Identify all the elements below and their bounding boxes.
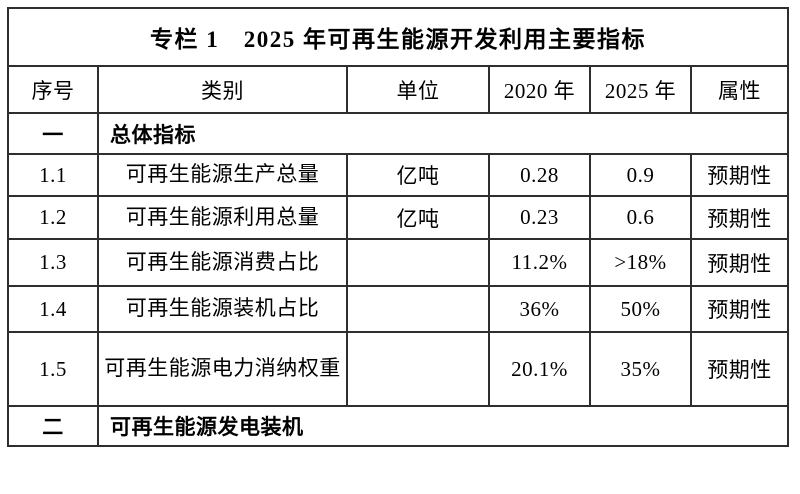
cell-no: 1.4 <box>7 285 99 333</box>
section-row-overall: 一 总体指标 <box>7 112 789 155</box>
cell-2025: 50% <box>589 285 692 333</box>
table-row: 1.2 可再生能源利用总量 亿吨 0.23 0.6 预期性 <box>7 195 789 240</box>
col-header-attribute: 属性 <box>690 65 789 114</box>
section-number: 二 <box>7 405 99 447</box>
table-row: 1.5 可再生能源电力消纳权重 20.1% 35% 预期性 <box>7 331 789 407</box>
section-title: 可再生能源发电装机 <box>97 405 789 447</box>
cell-category: 可再生能源消费占比 <box>97 238 348 287</box>
table-row: 1.3 可再生能源消费占比 11.2% >18% 预期性 <box>7 238 789 287</box>
cell-unit <box>346 331 490 407</box>
cell-attribute: 预期性 <box>690 195 789 240</box>
col-header-2025: 2025 年 <box>589 65 692 114</box>
cell-no: 1.1 <box>7 153 99 197</box>
cell-category: 可再生能源利用总量 <box>97 195 348 240</box>
col-header-no: 序号 <box>7 65 99 114</box>
cell-unit <box>346 285 490 333</box>
cell-2020: 0.23 <box>488 195 591 240</box>
cell-attribute: 预期性 <box>690 153 789 197</box>
section-title: 总体指标 <box>97 112 789 155</box>
cell-no: 1.5 <box>7 331 99 407</box>
cell-2025: 35% <box>589 331 692 407</box>
section-row-power-capacity: 二 可再生能源发电装机 <box>7 405 789 447</box>
cell-2020: 0.28 <box>488 153 591 197</box>
cell-2020: 20.1% <box>488 331 591 407</box>
cell-unit: 亿吨 <box>346 153 490 197</box>
table-title-row: 专栏 1 2025 年可再生能源开发利用主要指标 <box>7 7 789 67</box>
col-header-unit: 单位 <box>346 65 490 114</box>
table-header-row: 序号 类别 单位 2020 年 2025 年 属性 <box>7 65 789 114</box>
table-row: 1.4 可再生能源装机占比 36% 50% 预期性 <box>7 285 789 333</box>
table-row: 1.1 可再生能源生产总量 亿吨 0.28 0.9 预期性 <box>7 153 789 197</box>
cell-2025: 0.6 <box>589 195 692 240</box>
cell-unit <box>346 238 490 287</box>
col-header-2020: 2020 年 <box>488 65 591 114</box>
cell-no: 1.2 <box>7 195 99 240</box>
cell-2020: 36% <box>488 285 591 333</box>
cell-category: 可再生能源装机占比 <box>97 285 348 333</box>
col-header-category: 类别 <box>97 65 348 114</box>
section-number: 一 <box>7 112 99 155</box>
cell-no: 1.3 <box>7 238 99 287</box>
cell-attribute: 预期性 <box>690 238 789 287</box>
cell-2025: >18% <box>589 238 692 287</box>
cell-attribute: 预期性 <box>690 331 789 407</box>
cell-2020: 11.2% <box>488 238 591 287</box>
cell-unit: 亿吨 <box>346 195 490 240</box>
indicators-table: 专栏 1 2025 年可再生能源开发利用主要指标 序号 类别 单位 2020 年… <box>7 7 789 447</box>
cell-attribute: 预期性 <box>690 285 789 333</box>
table-title: 专栏 1 2025 年可再生能源开发利用主要指标 <box>7 7 789 67</box>
cell-2025: 0.9 <box>589 153 692 197</box>
cell-category: 可再生能源电力消纳权重 <box>97 331 348 407</box>
cell-category: 可再生能源生产总量 <box>97 153 348 197</box>
